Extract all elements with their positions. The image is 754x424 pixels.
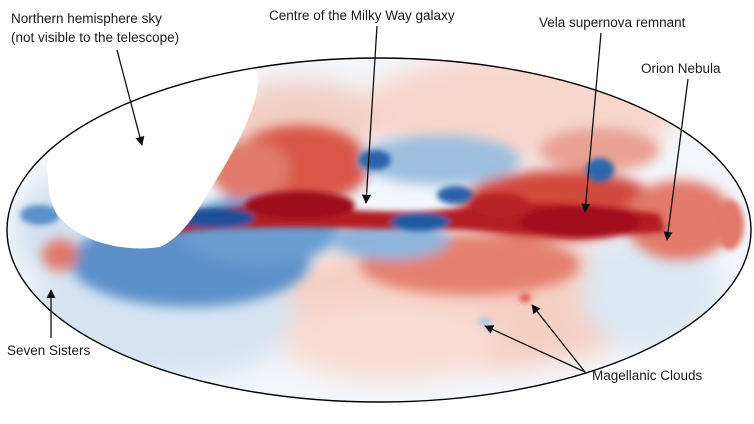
arrow-magellanic-2 — [531, 304, 586, 373]
label-northern-hemisphere: Northern hemisphere sky (not visible to … — [11, 9, 179, 47]
arrow-centre — [361, 25, 378, 204]
arrow-northern — [116, 49, 145, 146]
arrow-vela — [581, 32, 602, 213]
arrow-orion — [663, 78, 689, 241]
annotation-arrows — [46, 25, 689, 373]
label-seven-sisters: Seven Sisters — [7, 343, 91, 358]
label-orion: Orion Nebula — [641, 61, 721, 76]
label-magellanic: Magellanic Clouds — [592, 368, 703, 383]
sky-map-outline — [6, 57, 752, 403]
arrow-magellanic-1 — [484, 325, 586, 373]
label-northern-line1: Northern hemisphere sky — [11, 11, 162, 26]
label-galactic-centre: Centre of the Milky Way galaxy — [269, 8, 455, 23]
label-vela: Vela supernova remnant — [539, 15, 686, 30]
label-northern-line2: (not visible to the telescope) — [11, 30, 180, 45]
